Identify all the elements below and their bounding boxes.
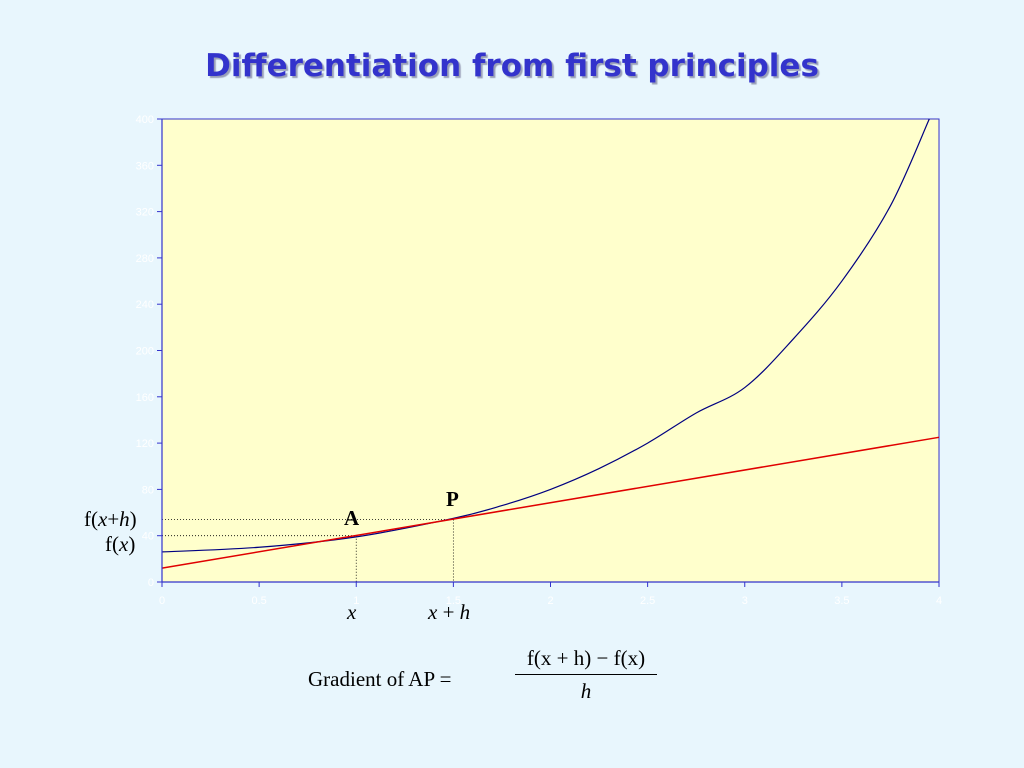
plot-area <box>161 118 940 583</box>
x-tick-label: 2 <box>547 595 553 607</box>
fraction-denominator: h <box>580 679 592 703</box>
xh-h: h <box>459 600 471 624</box>
fraction-numerator: f(x + h) − f(x) <box>526 646 646 670</box>
y-tick-label: 200 <box>136 346 154 358</box>
x-tick-label: 0.5 <box>251 595 266 607</box>
x-label: x <box>347 600 356 625</box>
fraction-bar <box>515 674 657 675</box>
gradient-fraction: f(x + h) − f(x) h <box>515 645 657 704</box>
x-tick-label: 2.5 <box>640 595 655 607</box>
y-axis-ticks: 0 40 80 120 160 200 240 280 320 360 400 <box>136 114 162 589</box>
fxh-plus: + <box>107 507 120 531</box>
point-a-label: A <box>344 506 360 530</box>
y-tick-label: 400 <box>136 114 154 126</box>
fx-suffix: ) <box>128 532 136 556</box>
fxh-h: h <box>119 507 130 531</box>
x-plus-h-label: x + h <box>428 600 470 625</box>
curve-line <box>161 118 930 553</box>
fx-label: f(x) <box>105 532 135 557</box>
secant-line <box>161 436 940 569</box>
fxh-prefix: f( <box>84 507 98 531</box>
guide-lines <box>162 519 454 582</box>
x-tick-label: 1.5 <box>446 595 461 607</box>
x-tick-label: 0 <box>159 595 165 607</box>
gradient-left-side: Gradient of AP = <box>308 667 452 691</box>
y-tick-label: 120 <box>136 438 154 450</box>
x-tick-label: 3.5 <box>834 595 849 607</box>
y-tick-label: 0 <box>148 577 154 589</box>
fxh-suffix: ) <box>129 507 137 531</box>
y-tick-label: 360 <box>136 160 154 172</box>
fxh-x: x <box>98 507 108 531</box>
x-tick-label: 1 <box>353 595 359 607</box>
fxh-label: f(x+h) <box>84 507 137 532</box>
y-tick-label: 160 <box>136 392 154 404</box>
point-p-label: P <box>446 487 459 511</box>
x-tick-label: 4 <box>936 595 942 607</box>
fx-x: x <box>119 532 129 556</box>
slide-title: Differentiation from first principles <box>205 48 819 84</box>
y-tick-label: 240 <box>136 299 154 311</box>
xh-plus: + <box>437 600 460 624</box>
x-label-var: x <box>347 600 357 624</box>
fx-prefix: f( <box>105 532 119 556</box>
y-tick-label: 80 <box>142 484 154 496</box>
x-axis-ticks: 0 0.5 1 1.5 2 2.5 3 3.5 4 <box>159 582 942 607</box>
y-tick-label: 320 <box>136 207 154 219</box>
y-tick-label: 40 <box>142 531 154 543</box>
x-tick-label: 3 <box>742 595 748 607</box>
y-tick-label: 280 <box>136 253 154 265</box>
xh-x: x <box>428 600 438 624</box>
